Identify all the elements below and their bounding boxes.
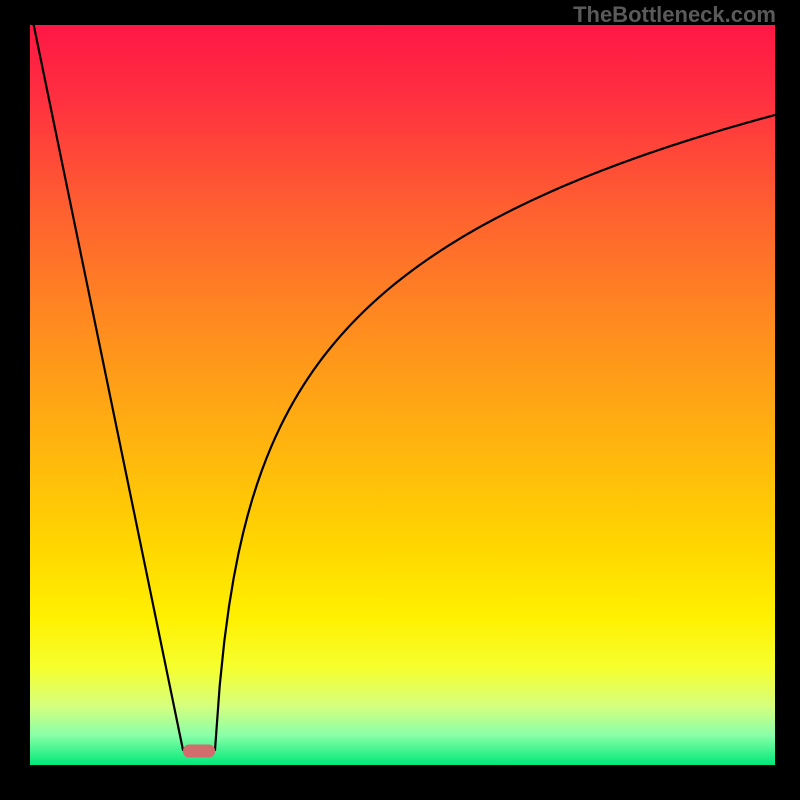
- bottleneck-chart: TheBottleneck.com: [0, 0, 800, 800]
- plot-background: [30, 25, 775, 765]
- chart-canvas: [0, 0, 800, 800]
- optimal-marker: [183, 745, 215, 758]
